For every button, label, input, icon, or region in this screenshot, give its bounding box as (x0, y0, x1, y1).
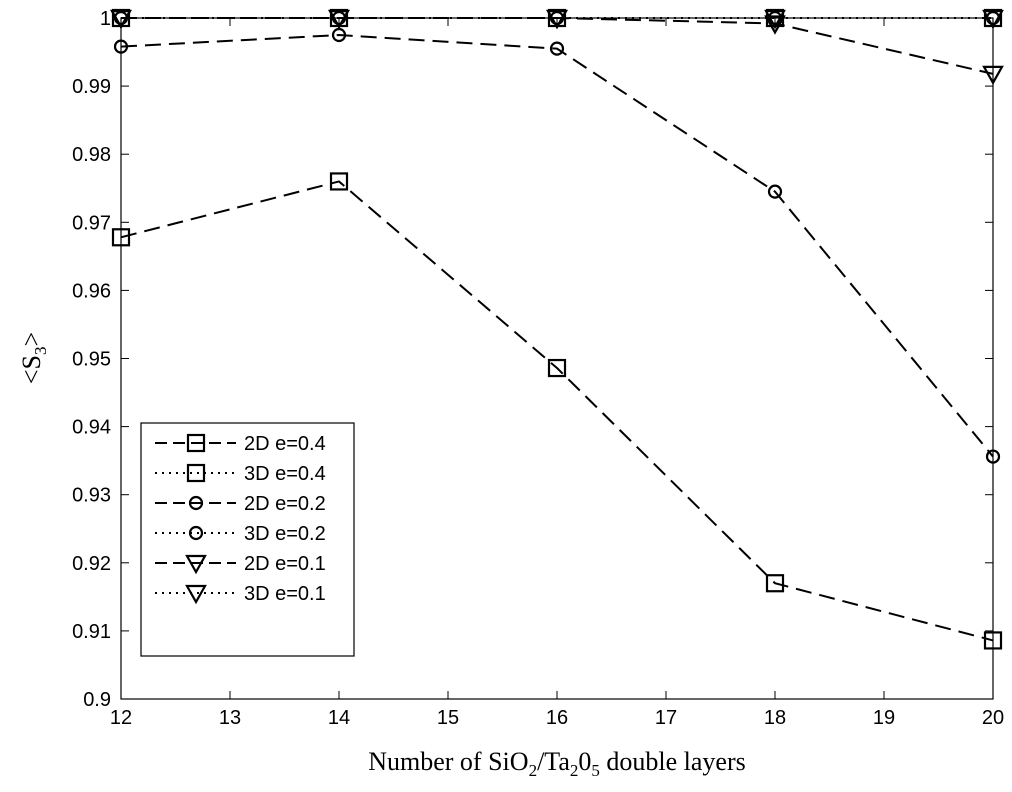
x-tick-label: 12 (110, 707, 132, 729)
legend-entry: 2D e=0.2 (155, 493, 326, 515)
data-point (110, 9, 132, 30)
legend-label: 2D e=0.4 (244, 433, 326, 455)
data-point (982, 9, 1004, 30)
data-point (767, 184, 783, 199)
x-tick-label: 17 (655, 707, 677, 729)
data-point (549, 41, 565, 56)
legend-entry: 2D e=0.4 (155, 433, 326, 455)
y-tick-label: 0.93 (72, 485, 111, 507)
legend-box (140, 422, 355, 657)
data-point (764, 15, 786, 35)
y-tick-label: 0.95 (72, 349, 111, 371)
legend: 2D e=0.4 3D e=0.4 2D e=0.2 3D e=0.2 2D e=0.1… (140, 422, 355, 657)
x-tick-label: 14 (328, 707, 350, 729)
legend-marker (186, 433, 206, 453)
data-point (765, 574, 785, 593)
legend-marker (186, 463, 206, 483)
legend-entry: 3D e=0.4 (155, 463, 326, 485)
y-tick-label: 1 (100, 8, 111, 30)
series-line (120, 180, 994, 642)
legend-marker (188, 525, 204, 541)
legend-entry: 3D e=0.2 (155, 523, 326, 545)
x-tick-label: 16 (546, 707, 568, 729)
legend-label: 2D e=0.1 (244, 553, 326, 575)
data-point (329, 172, 349, 191)
data-point (546, 9, 568, 30)
y-tick-label: 0.9 (83, 689, 111, 711)
x-tick-label: 19 (873, 707, 895, 729)
legend-marker (185, 584, 207, 605)
data-point (764, 9, 786, 30)
legend-label: 2D e=0.2 (244, 493, 326, 515)
x-tick-label: 18 (764, 707, 786, 729)
legend-entry: 2D e=0.1 (155, 553, 326, 575)
y-tick-label: 0.97 (72, 212, 111, 234)
legend-marker (185, 554, 207, 575)
y-axis-title: <S3> (17, 332, 50, 384)
x-tick-label: 13 (219, 707, 241, 729)
y-tick-label: 0.99 (72, 76, 111, 98)
y-tick-label: 0.94 (72, 417, 111, 439)
legend-marker (188, 495, 204, 511)
legend-label: 3D e=0.1 (244, 583, 326, 605)
data-point (547, 358, 567, 378)
legend-entry: 3D e=0.1 (155, 583, 326, 605)
x-axis: 12 13 14 15 16 17 18 19 20 (110, 18, 1004, 729)
y-tick-label: 0.96 (72, 280, 111, 302)
x-tick-label: 15 (437, 707, 459, 729)
series-line (120, 34, 994, 458)
y-tick-label: 0.98 (72, 144, 111, 166)
x-tick-label: 20 (982, 707, 1004, 729)
legend-label: 3D e=0.2 (244, 523, 326, 545)
y-axis: 0.9 0.91 0.92 0.93 0.94 0.95 0.96 0.97 0.98 0.99 1 (72, 8, 993, 711)
y-tick-label: 0.91 (72, 621, 111, 643)
y-tick-label: 0.92 (72, 553, 111, 575)
legend-label: 3D e=0.4 (244, 463, 326, 485)
data-point (328, 9, 350, 30)
x-axis-title: Number of SiO2/Ta205 double layers (368, 747, 746, 780)
